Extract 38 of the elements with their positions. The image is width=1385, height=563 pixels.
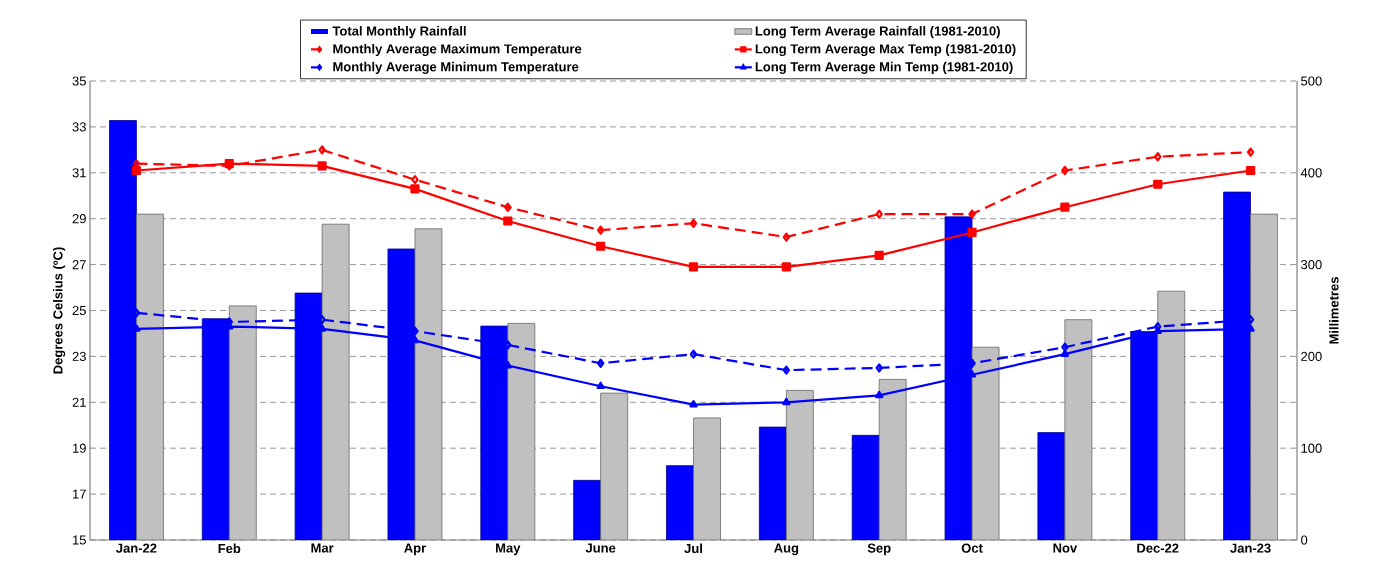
x-tick-label: Dec-22 bbox=[1137, 543, 1179, 553]
y-tick-label: 15 bbox=[73, 535, 86, 545]
x-tick-label: Apr bbox=[404, 543, 426, 556]
legend-label: Long Term Average Max Temp (1981-2010) bbox=[755, 43, 1016, 57]
y2-tick-label: 0 bbox=[1301, 535, 1308, 545]
legend-label: Long Term Average Rainfall (1981-2010) bbox=[755, 26, 1000, 39]
y-tick-label: 29 bbox=[72, 214, 86, 224]
y-tick-label: 31 bbox=[72, 168, 86, 178]
y-tick-label: 21 bbox=[72, 397, 86, 407]
y-tick-label: 19 bbox=[73, 443, 86, 453]
x-tick-label: Sep bbox=[867, 543, 891, 556]
x-tick-label: Aug bbox=[774, 543, 799, 556]
y2-tick-label: 500 bbox=[1301, 76, 1322, 86]
x-tick-label: Jan-23 bbox=[1230, 543, 1271, 553]
y-tick-label: 25 bbox=[72, 305, 86, 316]
y2-tick-label: 100 bbox=[1301, 443, 1322, 453]
x-tick-label: Oct bbox=[961, 543, 983, 553]
y-tick-label: 23 bbox=[72, 351, 86, 361]
legend-label: Monthly Average Minimum Temperature bbox=[333, 61, 579, 75]
x-tick-label: Feb bbox=[218, 543, 241, 554]
x-tick-label: Nov bbox=[1053, 543, 1078, 553]
x-tick-label: May bbox=[496, 543, 521, 556]
legend-label: Total Monthly Rainfall bbox=[332, 26, 466, 39]
y2-tick-label: 300 bbox=[1301, 260, 1322, 270]
legend-label: Long Term Average Min Temp (1981-2010) bbox=[755, 61, 1013, 75]
y-tick-label: 33 bbox=[72, 122, 86, 132]
x-tick-label: June bbox=[585, 543, 616, 553]
x-tick-label: Mar bbox=[311, 543, 334, 553]
y2-tick-label: 400 bbox=[1300, 168, 1322, 178]
y-tick-label: 27 bbox=[72, 260, 86, 270]
legend-label: Monthly Average Maximum Temperature bbox=[333, 43, 582, 57]
y-tick-label: 17 bbox=[73, 489, 86, 499]
y-tick-label: 35 bbox=[72, 76, 86, 86]
y-axis-title: Degrees Celsius (ºC) bbox=[53, 247, 66, 374]
x-tick-label: Jul bbox=[684, 543, 702, 554]
y2-tick-label: 200 bbox=[1301, 351, 1322, 361]
y2-axis-title: Millimetres bbox=[1329, 277, 1339, 344]
x-tick-label: Jan-22 bbox=[116, 543, 157, 553]
